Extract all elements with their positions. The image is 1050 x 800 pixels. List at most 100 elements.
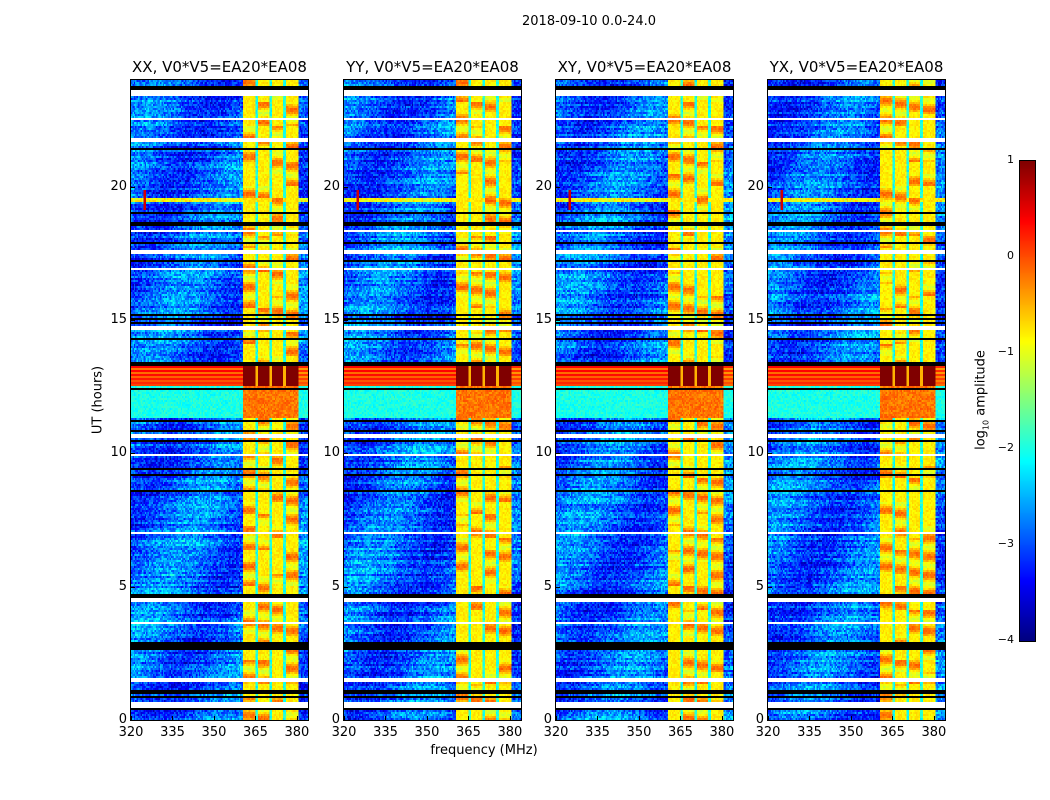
x-tick-mark	[809, 716, 811, 720]
x-tick-label: 320	[118, 725, 144, 740]
y-tick-mark	[768, 320, 772, 321]
y-tick-label: 20	[747, 178, 764, 194]
x-tick-label: 380	[921, 725, 947, 740]
x-tick-mark	[768, 716, 769, 720]
y-tick-mark	[556, 453, 560, 455]
x-tick-mark	[721, 716, 723, 720]
panel-title: XX, V0*V5=EA20*EA08	[132, 58, 307, 76]
colorbar-gradient	[1020, 161, 1035, 641]
x-tick-mark	[638, 716, 640, 720]
x-tick-mark	[892, 716, 894, 720]
x-tick-label: 350	[626, 725, 652, 740]
colorbar-tick-label: −1	[997, 345, 1014, 358]
x-tick-label: 320	[755, 725, 781, 740]
x-tick-label: 365	[668, 725, 693, 740]
x-tick-label: 380	[284, 725, 310, 740]
y-tick-label: 20	[110, 178, 127, 194]
colorbar-tick-label: 0	[1007, 249, 1014, 262]
x-tick-mark	[296, 716, 298, 720]
y-tick-label: 10	[323, 445, 340, 461]
y-tick-label: 0	[543, 712, 552, 727]
x-tick-mark	[556, 716, 557, 720]
x-tick-label: 320	[543, 725, 569, 740]
x-tick-label: 365	[880, 725, 905, 740]
panel-title: XY, V0*V5=EA20*EA08	[557, 58, 732, 76]
colorbar-tick-label: 1	[1007, 153, 1014, 166]
panel-title: YX, V0*V5=EA20*EA08	[769, 58, 944, 76]
x-tick-label: 320	[331, 725, 357, 740]
y-tick-label: 15	[535, 312, 552, 327]
colorbar-label-log: log	[973, 430, 989, 450]
x-tick-label: 365	[243, 725, 268, 740]
x-tick-mark	[172, 716, 174, 720]
y-tick-label: 15	[747, 312, 764, 327]
y-tick-mark	[131, 453, 135, 455]
y-tick-label: 5	[118, 578, 127, 594]
x-tick-mark	[426, 716, 428, 720]
x-tick-label: 380	[709, 725, 735, 740]
x-tick-mark	[213, 716, 215, 720]
y-tick-label: 20	[535, 178, 552, 194]
x-tick-label: 335	[160, 725, 185, 740]
colorbar-label-amplitude: amplitude	[973, 350, 989, 420]
colorbar-label: log10 amplitude	[974, 350, 991, 450]
colorbar-label-base: 10	[981, 419, 991, 431]
x-axis-label: frequency (MHz)	[430, 743, 538, 758]
x-tick-mark	[680, 716, 682, 720]
y-tick-label: 15	[323, 312, 340, 327]
x-tick-mark	[468, 716, 470, 720]
y-tick-label: 5	[331, 578, 340, 594]
spectrogram-panel	[343, 79, 522, 721]
x-tick-label: 335	[373, 725, 398, 740]
y-tick-mark	[344, 186, 348, 188]
x-tick-label: 380	[497, 725, 523, 740]
x-tick-mark	[850, 716, 852, 720]
spectrogram-panel	[767, 79, 946, 721]
spectrogram-panel	[130, 79, 309, 721]
y-tick-label: 5	[755, 578, 764, 594]
x-tick-label: 365	[456, 725, 481, 740]
x-tick-mark	[344, 716, 345, 720]
y-tick-label: 10	[110, 445, 127, 461]
spectrogram-heatmap	[556, 80, 733, 720]
y-tick-mark	[344, 453, 348, 455]
x-tick-label: 335	[585, 725, 610, 740]
y-tick-label: 10	[535, 445, 552, 461]
y-axis-label: UT (hours)	[90, 365, 106, 435]
y-tick-mark	[556, 320, 560, 321]
x-tick-label: 350	[201, 725, 227, 740]
y-tick-label: 0	[755, 712, 764, 727]
y-tick-mark	[768, 453, 772, 455]
spectrogram-heatmap	[768, 80, 945, 720]
colorbar-tick-label: −3	[997, 537, 1014, 550]
x-tick-label: 350	[414, 725, 440, 740]
y-tick-mark	[344, 320, 348, 321]
y-tick-label: 20	[323, 178, 340, 194]
y-tick-label: 15	[110, 312, 127, 327]
x-tick-mark	[385, 716, 387, 720]
figure-title: 2018-09-10 0.0-24.0	[522, 14, 656, 29]
y-tick-mark	[131, 720, 135, 721]
y-tick-mark	[556, 186, 560, 188]
y-tick-mark	[556, 586, 560, 588]
y-tick-mark	[768, 186, 772, 188]
y-tick-label: 10	[747, 445, 764, 461]
panel-title: YY, V0*V5=EA20*EA08	[346, 58, 519, 76]
y-tick-mark	[131, 186, 135, 188]
colorbar-tick-label: −2	[997, 441, 1014, 454]
spectrogram-heatmap	[344, 80, 521, 720]
colorbar-tick-label: −4	[997, 633, 1014, 646]
x-tick-mark	[933, 716, 935, 720]
colorbar	[1019, 160, 1036, 642]
y-tick-label: 5	[543, 578, 552, 594]
x-tick-label: 350	[838, 725, 864, 740]
spectrogram-heatmap	[131, 80, 308, 720]
y-tick-mark	[768, 720, 772, 721]
y-tick-mark	[344, 720, 348, 721]
x-tick-mark	[597, 716, 599, 720]
x-tick-mark	[509, 716, 511, 720]
y-tick-mark	[556, 720, 560, 721]
y-tick-mark	[131, 320, 135, 321]
x-tick-label: 335	[797, 725, 822, 740]
y-tick-label: 0	[331, 712, 340, 727]
